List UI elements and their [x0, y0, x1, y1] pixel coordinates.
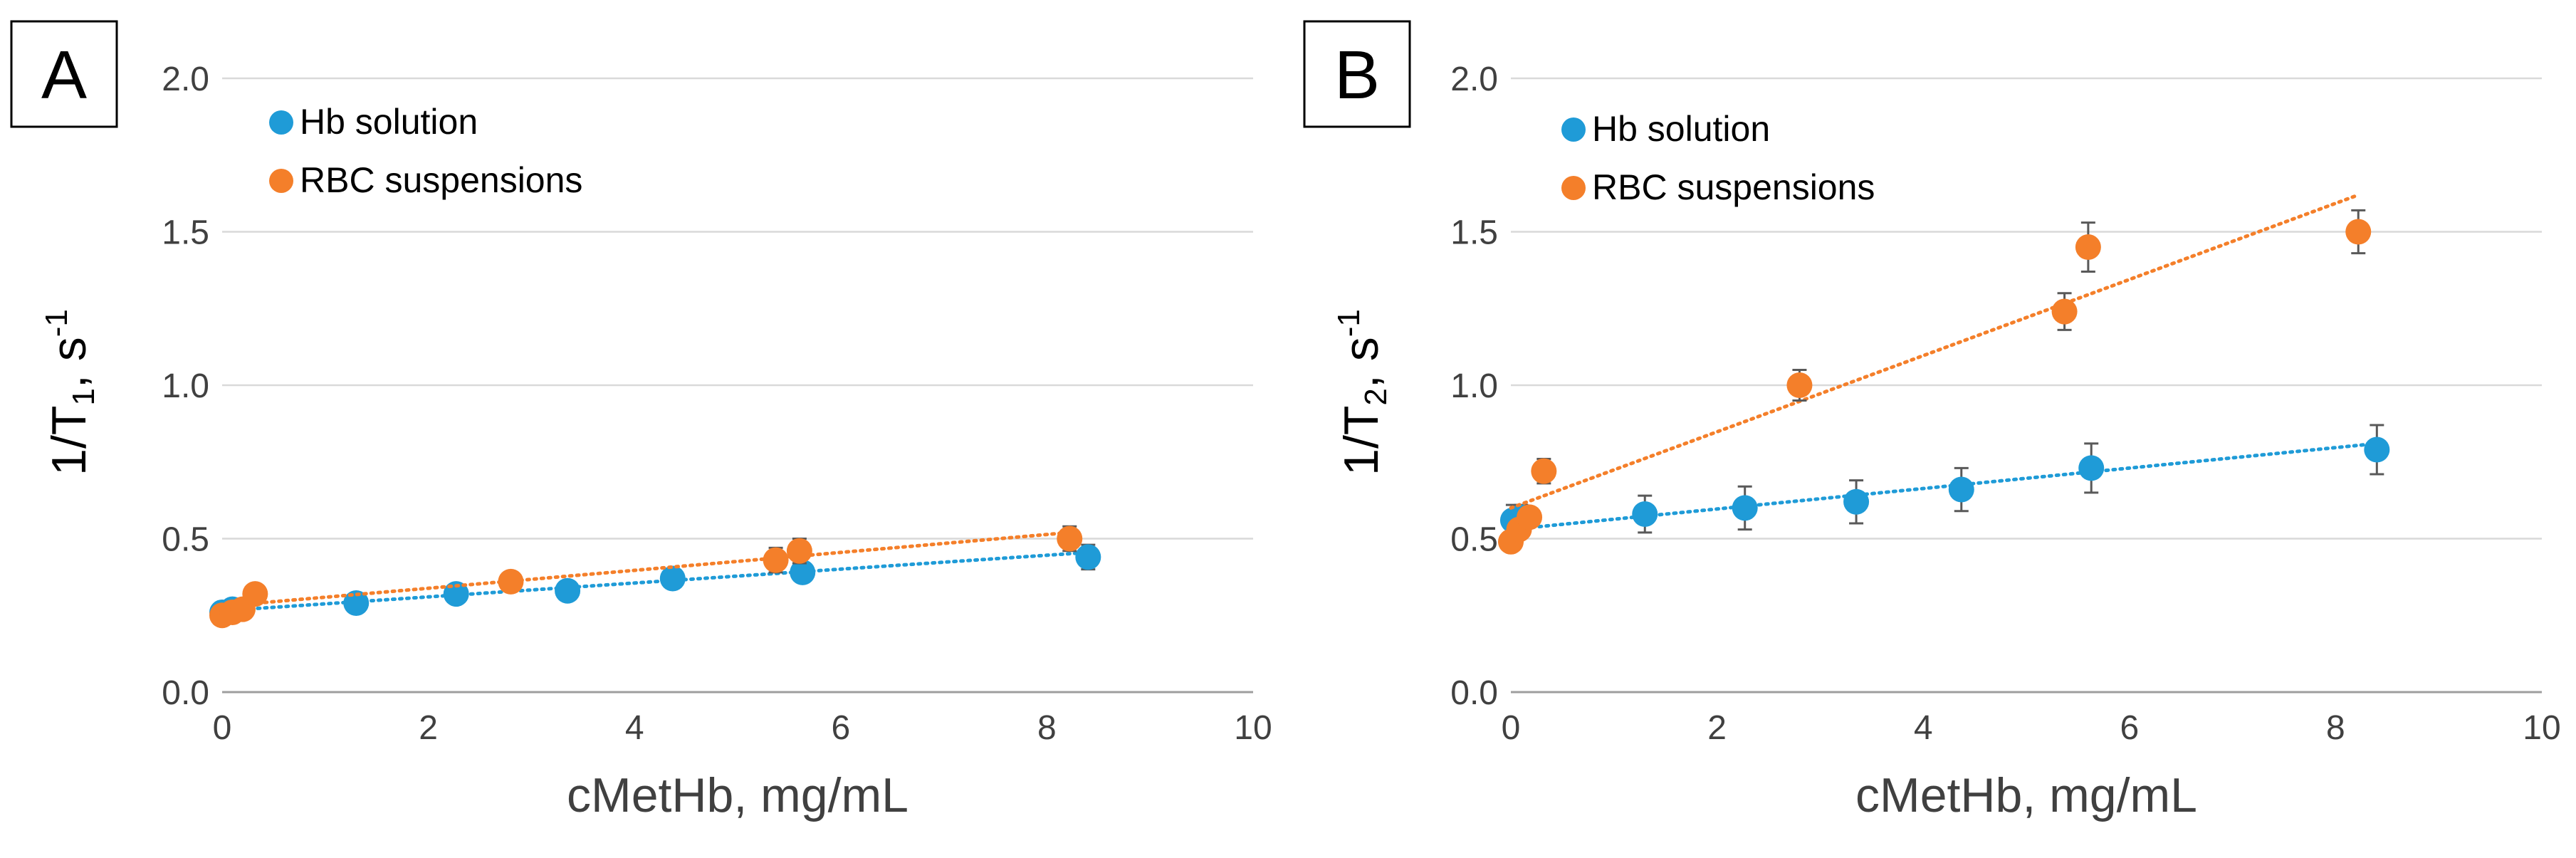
data-point — [1948, 476, 1974, 503]
y-tick-label: 1.0 — [162, 367, 209, 405]
legend-label: RBC suspensions — [1592, 167, 1875, 207]
legend-marker — [269, 169, 293, 193]
x-tick-label: 10 — [1234, 709, 1272, 747]
panel-label: B — [1334, 37, 1380, 113]
chart-panel-a: 0.0 0.5 1.0 1.5 2.0 0 2 4 6 8 10 cMetHb, mg/mL 1/T1,… — [10, 20, 1272, 822]
x-tick-label: 6 — [831, 709, 850, 747]
y-axis-label-unit: , s — [1334, 337, 1388, 388]
trendline — [220, 530, 1072, 608]
data-point — [1843, 488, 1870, 515]
data-point — [2075, 234, 2101, 261]
panel-label: A — [41, 37, 87, 113]
x-tick-label: 4 — [1914, 709, 1933, 747]
y-axis-label-main: 1/T — [42, 406, 96, 476]
data-point — [2051, 298, 2078, 325]
x-tick-label: 0 — [213, 709, 232, 747]
x-tick-label: 0 — [1502, 709, 1521, 747]
series-rbc-suspensions — [209, 525, 1083, 629]
y-tick-label: 0.5 — [1450, 521, 1498, 559]
data-point — [790, 559, 816, 585]
data-point — [1786, 372, 1813, 398]
y-tick-label: 0.0 — [1450, 674, 1498, 712]
y-axis-label: 1/T1, s-1 — [39, 309, 101, 476]
legend-label: RBC suspensions — [300, 160, 582, 200]
x-tick-label: 10 — [2523, 709, 2560, 747]
data-point — [1531, 458, 1557, 484]
legend-marker — [1561, 117, 1586, 142]
data-point — [659, 565, 686, 592]
y-tick-label: 0.0 — [162, 674, 209, 712]
x-tick-label: 2 — [419, 709, 438, 747]
y-axis-label-subscript: 1 — [66, 388, 101, 405]
legend-marker — [1561, 176, 1586, 200]
data-point — [1732, 495, 1758, 521]
x-tick-label: 4 — [625, 709, 644, 747]
y-tick-label: 2.0 — [162, 61, 209, 98]
data-point — [1075, 544, 1101, 570]
data-point — [555, 577, 581, 604]
data-point — [498, 568, 524, 595]
x-tick-label: 6 — [2120, 709, 2139, 747]
data-point — [1632, 501, 1658, 528]
panel-label-box — [10, 20, 118, 128]
series-hb-solution — [209, 543, 1101, 625]
trendline — [1509, 193, 2360, 510]
data-point — [2078, 455, 2105, 481]
series-rbc-suspensions — [1498, 193, 2372, 555]
data-point — [1517, 504, 1543, 530]
legend-label: Hb solution — [1592, 109, 1770, 149]
y-tick-label: 0.5 — [162, 521, 209, 559]
y-axis-label: 1/T2, s-1 — [1331, 309, 1393, 476]
y-tick-label: 1.5 — [1450, 214, 1498, 252]
y-tick-label: 1.5 — [162, 214, 209, 252]
x-axis-label: cMetHb, mg/mL — [567, 768, 909, 822]
x-tick-label: 8 — [1037, 709, 1057, 747]
x-tick-label: 8 — [2326, 709, 2345, 747]
y-axis-label-unit: , s — [42, 337, 96, 388]
panel-label-box — [1303, 20, 1411, 128]
data-point — [2345, 219, 2372, 245]
x-axis-label: cMetHb, mg/mL — [1855, 768, 2197, 822]
data-point — [763, 547, 789, 573]
data-point — [2364, 436, 2390, 463]
data-point — [1057, 525, 1083, 552]
x-tick-label: 2 — [1707, 709, 1727, 747]
y-tick-label: 2.0 — [1450, 61, 1498, 98]
y-axis-label-subscript: 2 — [1358, 388, 1393, 405]
legend-label: Hb solution — [300, 102, 478, 142]
y-tick-label: 1.0 — [1450, 367, 1498, 405]
data-point — [786, 538, 812, 564]
y-axis-label-superscript: -1 — [39, 309, 74, 337]
legend-marker — [269, 110, 293, 135]
data-point — [242, 581, 268, 607]
series-hb-solution — [1499, 424, 2390, 537]
y-axis-label-main: 1/T — [1334, 406, 1388, 476]
y-axis-label-superscript: -1 — [1331, 309, 1366, 337]
